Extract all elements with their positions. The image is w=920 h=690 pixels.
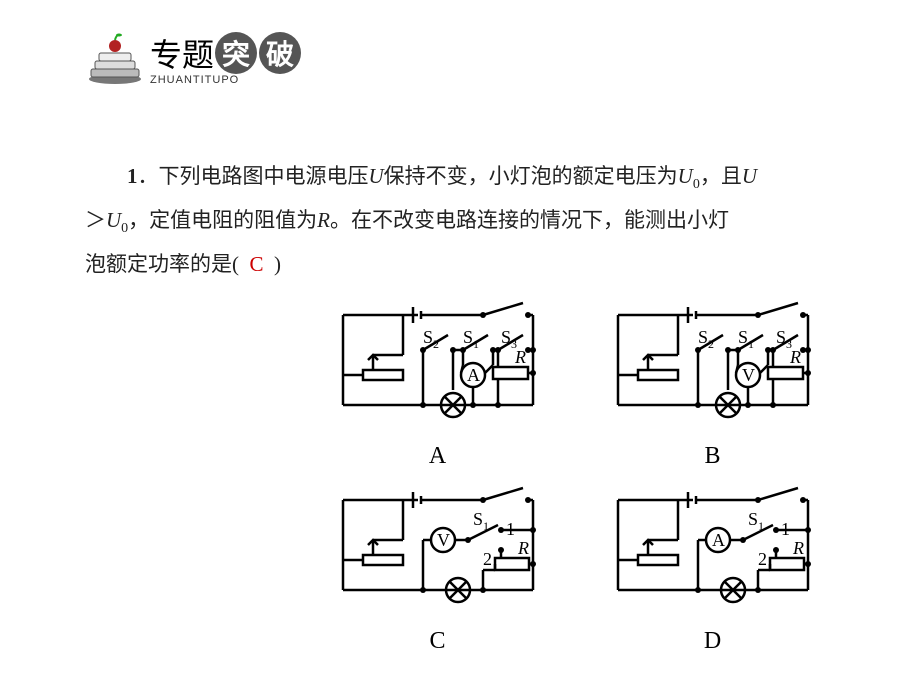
circuits: S2 S1 S3 A — [300, 295, 860, 665]
t1a: 下列电路图中电源电压 — [159, 164, 369, 188]
svg-text:R: R — [517, 538, 529, 558]
title-emph-1: 突 — [215, 32, 257, 74]
svg-text:R: R — [789, 347, 801, 367]
U1: U — [369, 164, 384, 188]
R: R — [317, 208, 330, 232]
title-block: 专题 突 破 ZHUANTITUPO — [150, 30, 302, 86]
circuit-C: V S1 1 2 R — [300, 480, 575, 655]
label-B: B — [575, 443, 850, 470]
title-plain: 专题 — [150, 30, 214, 76]
circuit-A: S2 S1 S3 A — [300, 295, 575, 470]
svg-text:V: V — [742, 365, 755, 385]
t3b: ) — [274, 252, 281, 276]
t1c: ，且 — [700, 164, 742, 188]
U0a: U — [678, 164, 693, 188]
t1b: 保持不变，小灯泡的额定电压为 — [384, 164, 678, 188]
q-num: 1 — [127, 164, 138, 188]
title-subtitle: ZHUANTITUPO — [150, 74, 302, 86]
dot: ． — [138, 164, 159, 188]
svg-text:S1: S1 — [473, 509, 489, 533]
gt: ＞ — [85, 208, 106, 232]
svg-text:A: A — [467, 365, 480, 385]
header: 专题 突 破 ZHUANTITUPO — [85, 30, 302, 86]
svg-text:2: 2 — [758, 549, 767, 569]
svg-text:V: V — [437, 530, 450, 550]
answer: C — [250, 252, 264, 276]
label-C: C — [300, 628, 575, 655]
t3a: 泡额定功率的是( — [85, 252, 239, 276]
circuit-D: A S1 1 2 R — [575, 480, 850, 655]
circuit-B: S2 S1 S3 V — [575, 295, 850, 470]
t2b: 。在不改变电路连接的情况下，能测出小灯 — [330, 208, 729, 232]
title-emph-2: 破 — [259, 32, 301, 74]
title-main: 专题 突 破 — [150, 30, 302, 76]
svg-text:S1: S1 — [748, 509, 764, 533]
question-text: 1．下列电路图中电源电压U保持不变，小灯泡的额定电压为U0，且U ＞U0，定值电… — [85, 155, 845, 285]
svg-text:A: A — [712, 530, 725, 550]
s0a: 0 — [693, 177, 700, 192]
svg-text:2: 2 — [483, 549, 492, 569]
t2a: ，定值电阻的阻值为 — [128, 208, 317, 232]
label-A: A — [300, 443, 575, 470]
svg-text:R: R — [792, 538, 804, 558]
U2: U — [742, 164, 757, 188]
books-icon — [85, 31, 145, 86]
U0b: U — [106, 208, 121, 232]
svg-text:R: R — [514, 347, 526, 367]
label-D: D — [575, 628, 850, 655]
